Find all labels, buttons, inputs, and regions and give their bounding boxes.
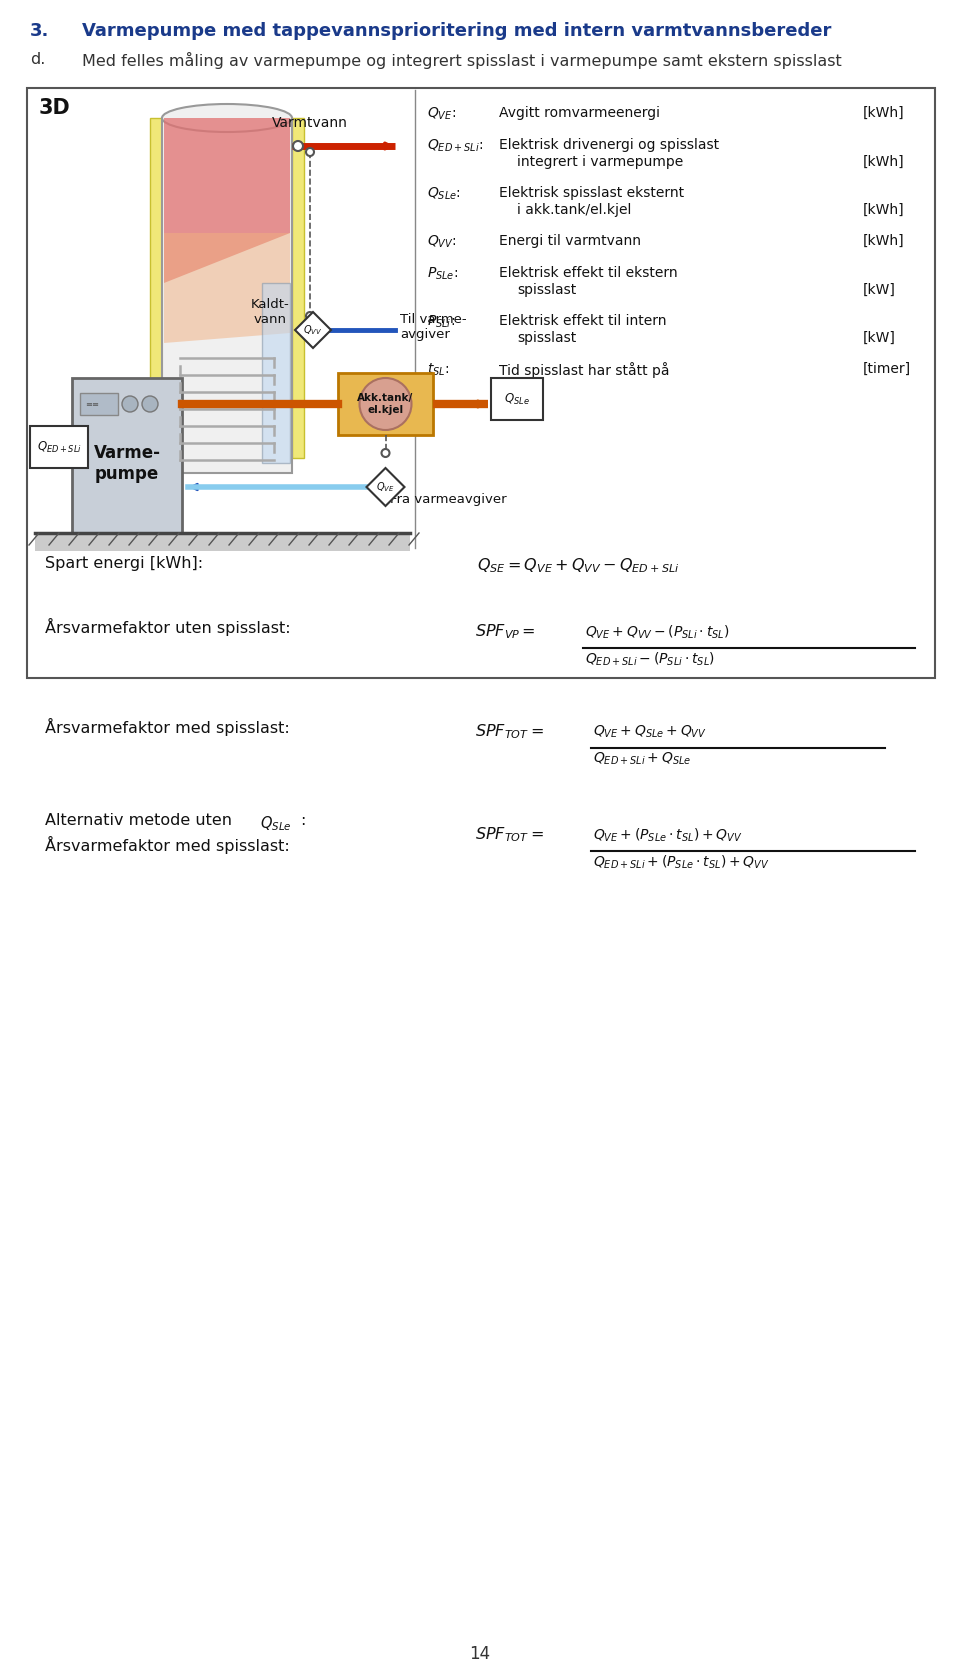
Text: $Q_{VV}$: $Q_{VV}$ bbox=[303, 324, 323, 337]
Text: $Q_{VE}$:: $Q_{VE}$: bbox=[427, 106, 456, 122]
Text: $Q_{ED+SLi} - (P_{SLi} \cdot t_{SL})$: $Q_{ED+SLi} - (P_{SLi} \cdot t_{SL})$ bbox=[585, 651, 715, 669]
Bar bbox=[162, 117, 292, 473]
Circle shape bbox=[306, 148, 314, 156]
Text: $Q_{ED+SLi} + (P_{SLe} \cdot t_{SL}) + Q_{VV}$: $Q_{ED+SLi} + (P_{SLe} \cdot t_{SL}) + Q… bbox=[593, 854, 769, 872]
Text: $Q_{VE} + Q_{SLe} + Q_{VV}$: $Q_{VE} + Q_{SLe} + Q_{VV}$ bbox=[593, 724, 707, 741]
Bar bbox=[150, 117, 162, 458]
Circle shape bbox=[293, 141, 303, 151]
FancyBboxPatch shape bbox=[27, 87, 935, 678]
Ellipse shape bbox=[162, 104, 292, 132]
Text: [timer]: [timer] bbox=[863, 362, 911, 376]
Polygon shape bbox=[367, 468, 404, 506]
Text: Varmtvann: Varmtvann bbox=[272, 116, 348, 131]
Bar bbox=[491, 377, 543, 419]
Text: $P_{SLi}$:: $P_{SLi}$: bbox=[427, 314, 455, 330]
Text: Tid spisslast har stått på: Tid spisslast har stått på bbox=[499, 362, 669, 377]
Text: $Q_{VV}$:: $Q_{VV}$: bbox=[427, 235, 457, 250]
Bar bbox=[72, 377, 182, 533]
Bar bbox=[338, 372, 433, 434]
Text: i akk.tank/el.kjel: i akk.tank/el.kjel bbox=[517, 203, 632, 216]
Circle shape bbox=[122, 396, 138, 413]
Text: Spart energi [kWh]:: Spart energi [kWh]: bbox=[45, 557, 204, 570]
Circle shape bbox=[142, 396, 158, 413]
Text: Årsvarmefaktor med spisslast:: Årsvarmefaktor med spisslast: bbox=[45, 718, 290, 736]
Text: Elektrisk spisslast eksternt: Elektrisk spisslast eksternt bbox=[499, 186, 684, 200]
Text: [kWh]: [kWh] bbox=[863, 203, 904, 216]
Circle shape bbox=[306, 312, 314, 320]
Circle shape bbox=[381, 449, 390, 458]
Circle shape bbox=[359, 377, 412, 429]
Text: d.: d. bbox=[30, 52, 45, 67]
Text: $t_{SL}$:: $t_{SL}$: bbox=[427, 362, 449, 379]
Text: Varmepumpe med tappevannsprioritering med intern varmtvannsbereder: Varmepumpe med tappevannsprioritering me… bbox=[82, 22, 831, 40]
Text: Årsvarmefaktor med spisslast:: Årsvarmefaktor med spisslast: bbox=[45, 837, 290, 854]
Text: Til varme-
avgiver: Til varme- avgiver bbox=[400, 314, 467, 340]
Text: $Q_{ED+SLi}$: $Q_{ED+SLi}$ bbox=[36, 439, 82, 454]
Text: [kWh]: [kWh] bbox=[863, 154, 904, 169]
Bar bbox=[262, 283, 290, 463]
Text: integrert i varmepumpe: integrert i varmepumpe bbox=[517, 154, 684, 169]
Bar bbox=[80, 392, 118, 414]
Text: $SPF_{TOT}=$: $SPF_{TOT}=$ bbox=[475, 723, 543, 741]
Text: [kW]: [kW] bbox=[863, 283, 896, 297]
Text: $Q_{ED+SLi} + Q_{SLe}$: $Q_{ED+SLi} + Q_{SLe}$ bbox=[593, 751, 691, 768]
Text: [kWh]: [kWh] bbox=[863, 106, 904, 121]
Text: [kWh]: [kWh] bbox=[863, 235, 904, 248]
Text: $Q_{SLe}$: $Q_{SLe}$ bbox=[504, 391, 530, 406]
Text: $P_{SLe}$:: $P_{SLe}$: bbox=[427, 267, 458, 282]
Text: :: : bbox=[300, 813, 305, 828]
Bar bbox=[292, 117, 304, 458]
Polygon shape bbox=[164, 233, 290, 344]
Text: ≡≡: ≡≡ bbox=[85, 399, 99, 409]
Text: Energi til varmtvann: Energi til varmtvann bbox=[499, 235, 641, 248]
Text: $Q_{SLe}$:: $Q_{SLe}$: bbox=[427, 186, 461, 203]
Text: Elektrisk effekt til intern: Elektrisk effekt til intern bbox=[499, 314, 666, 329]
Text: Akk.tank/
el.kjel: Akk.tank/ el.kjel bbox=[357, 392, 414, 414]
Text: 3D: 3D bbox=[39, 97, 71, 117]
Text: spisslast: spisslast bbox=[517, 330, 576, 345]
Text: $Q_{ED+SLi}$:: $Q_{ED+SLi}$: bbox=[427, 138, 483, 154]
Text: $Q_{VE} + Q_{VV} - (P_{SLi} \cdot t_{SL})$: $Q_{VE} + Q_{VV} - (P_{SLi} \cdot t_{SL}… bbox=[585, 624, 730, 641]
Text: Med felles måling av varmepumpe og integrert spisslast i varmepumpe samt ekstern: Med felles måling av varmepumpe og integ… bbox=[82, 52, 842, 69]
Text: Alternativ metode uten: Alternativ metode uten bbox=[45, 813, 242, 828]
Text: Elektrisk effekt til ekstern: Elektrisk effekt til ekstern bbox=[499, 267, 678, 280]
Text: $SPF_{VP}=$: $SPF_{VP}=$ bbox=[475, 622, 536, 641]
Text: 3.: 3. bbox=[30, 22, 49, 40]
Text: Varme-
pumpe: Varme- pumpe bbox=[93, 444, 160, 483]
Polygon shape bbox=[164, 117, 290, 283]
Bar bbox=[30, 426, 88, 468]
Text: spisslast: spisslast bbox=[517, 283, 576, 297]
Text: $Q_{VE}$: $Q_{VE}$ bbox=[376, 480, 395, 495]
Text: Fra varmeavgiver: Fra varmeavgiver bbox=[391, 493, 507, 506]
Text: $Q_{VE} + (P_{SLe} \cdot t_{SL}) + Q_{VV}$: $Q_{VE} + (P_{SLe} \cdot t_{SL}) + Q_{VV… bbox=[593, 827, 742, 845]
Text: Elektrisk drivenergi og spisslast: Elektrisk drivenergi og spisslast bbox=[499, 138, 719, 153]
Text: $Q_{SE} = Q_{VE} + Q_{VV} - Q_{ED+SLi}$: $Q_{SE} = Q_{VE} + Q_{VV} - Q_{ED+SLi}$ bbox=[477, 557, 680, 575]
Text: Avgitt romvarmeenergi: Avgitt romvarmeenergi bbox=[499, 106, 660, 121]
Polygon shape bbox=[295, 312, 331, 349]
Text: 14: 14 bbox=[469, 1645, 491, 1664]
Text: $SPF_{TOT}=$: $SPF_{TOT}=$ bbox=[475, 825, 543, 844]
Text: [kW]: [kW] bbox=[863, 330, 896, 345]
Text: $Q_{SLe}$: $Q_{SLe}$ bbox=[260, 813, 292, 833]
Bar bbox=[35, 533, 410, 552]
Text: Årsvarmefaktor uten spisslast:: Årsvarmefaktor uten spisslast: bbox=[45, 619, 291, 636]
Text: Kaldt-
vann: Kaldt- vann bbox=[251, 299, 289, 325]
